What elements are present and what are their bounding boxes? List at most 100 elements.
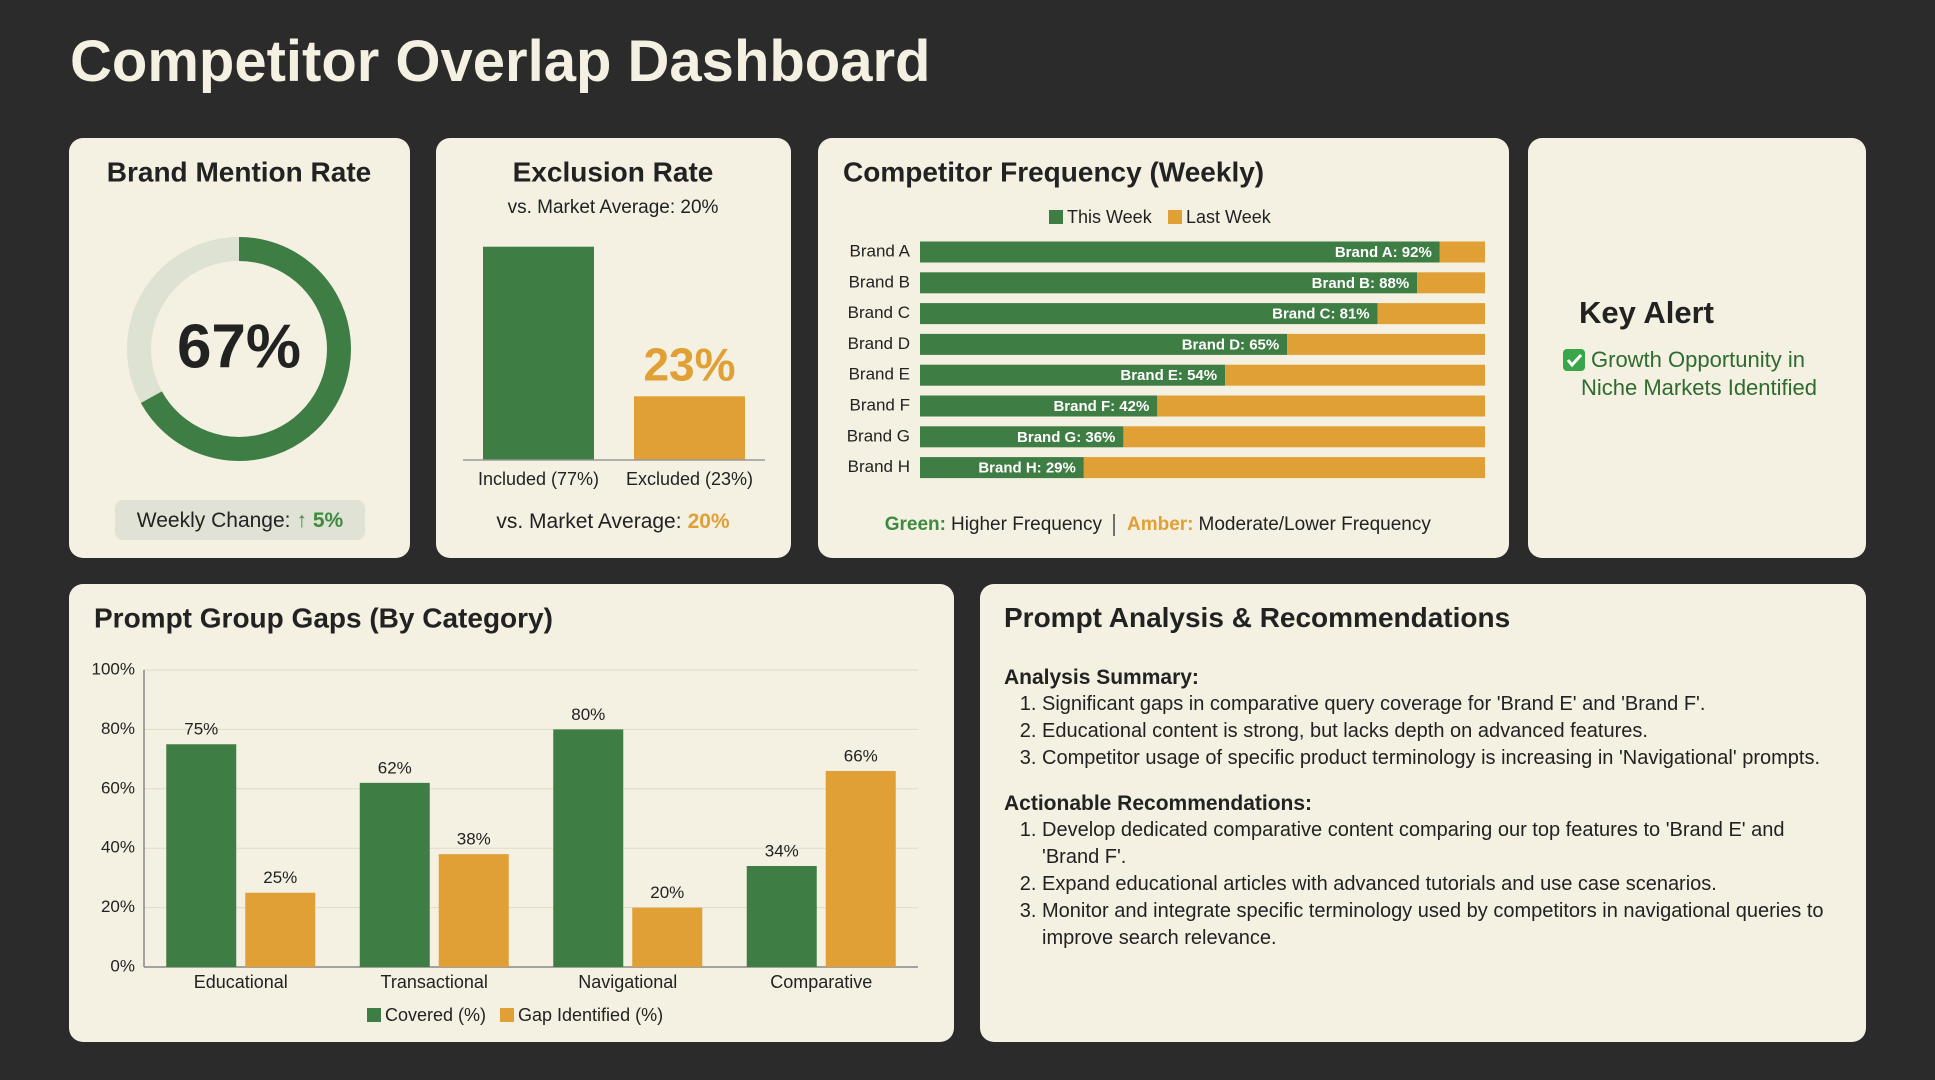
grouped-bar-chart: Prompt Group Gaps (By Category) 0% 20% 40%…	[92, 602, 918, 1025]
value-label: 25%	[263, 868, 297, 887]
value-label: Brand F: 42%	[1053, 398, 1149, 415]
bar-segment	[1287, 333, 1485, 355]
alert: Key Alert Growth Opportunity in Niche Ma…	[1563, 295, 1817, 400]
hbar-chart: Competitor Frequency (Weekly) This Week L…	[843, 156, 1485, 536]
card-title: Competitor Frequency (Weekly)	[843, 156, 1264, 187]
check-mark	[1566, 353, 1583, 368]
card-title: Prompt Group Gaps (By Category)	[94, 602, 553, 633]
bar-segment	[1123, 426, 1485, 448]
legend-swatch	[1168, 210, 1182, 224]
bar-segment	[920, 241, 1440, 263]
bar-segment	[920, 333, 1288, 355]
bar	[438, 854, 509, 967]
change-pill	[115, 500, 365, 540]
value-label: 38%	[457, 830, 491, 849]
bar	[553, 729, 624, 967]
note-text: Moderate/Lower Frequency	[1199, 514, 1432, 535]
value-label: Brand B: 88%	[1312, 275, 1410, 292]
value-label: 62%	[378, 758, 412, 777]
section-list: Develop dedicated comparative content co…	[1004, 817, 1844, 952]
bar	[359, 782, 430, 967]
list-item: Educational content is strong, but lacks…	[1042, 718, 1844, 745]
bar-segment	[920, 426, 1124, 448]
y-tick-label: 60%	[101, 778, 135, 797]
list-item: Develop dedicated comparative content co…	[1042, 817, 1844, 871]
value-label: Brand G: 36%	[1017, 429, 1115, 446]
x-tick-label: Educational	[194, 972, 288, 992]
gauge-arc	[140, 237, 351, 461]
value-label: 66%	[844, 746, 878, 765]
value-label: 80%	[571, 705, 605, 724]
value-label: Brand H: 29%	[978, 460, 1076, 477]
bar-segment	[920, 364, 1226, 386]
legend-swatch	[367, 1008, 381, 1022]
y-tick-label: 100%	[92, 659, 135, 678]
bar-segment	[920, 303, 1378, 325]
value-label: Brand A: 92%	[1335, 244, 1432, 261]
gauge-chart: Brand Mention Rate 67% Weekly Change: ↑ 5%	[107, 156, 371, 540]
section-heading: Analysis Summary:	[1004, 666, 1199, 689]
x-tick-label: Transactional	[381, 972, 488, 992]
y-tick-label: 80%	[101, 719, 135, 738]
category-label: Brand G	[847, 426, 910, 445]
bar-segment	[1377, 303, 1485, 325]
bar-segment	[920, 395, 1158, 417]
note-label: Green:	[885, 514, 946, 535]
alert-title: Key Alert	[1579, 295, 1714, 330]
gaps-card: Prompt Group Gaps (By Category) 0% 20% 40%…	[69, 584, 954, 1042]
note-label: Amber:	[1127, 514, 1194, 535]
bar-segment	[920, 457, 1084, 479]
category-label: Brand H	[848, 457, 910, 476]
footer-label: vs. Market Average:	[496, 510, 681, 533]
y-tick-label: 40%	[101, 838, 135, 857]
value-label: 23%	[643, 338, 735, 390]
dashboard-title: Competitor Overlap Dashboard	[70, 29, 931, 94]
bar	[632, 907, 703, 967]
value-label: 20%	[650, 883, 684, 902]
bar-segment	[1225, 364, 1485, 386]
value-label: Brand C: 81%	[1272, 306, 1370, 323]
list-item: Competitor usage of specific product ter…	[1042, 745, 1844, 772]
section-heading: Actionable Recommendations:	[1004, 792, 1313, 815]
bar-segment	[1083, 457, 1485, 479]
alert-card: Key Alert Growth Opportunity in Niche Ma…	[1528, 138, 1866, 558]
bar	[166, 744, 237, 967]
market-average: vs. Market Average: 20%	[496, 510, 730, 533]
x-tick-label: Comparative	[770, 972, 872, 992]
analysis-body: Analysis Summary:Significant gaps in com…	[1004, 664, 1844, 970]
category-label: Brand C	[848, 303, 910, 322]
legend-label: Gap Identified (%)	[518, 1005, 663, 1025]
section-list: Significant gaps in comparative query co…	[1004, 691, 1844, 772]
exclusion-card: Exclusion Rate vs. Market Average: 20% I…	[436, 138, 791, 558]
bar	[746, 866, 817, 967]
alert-text: Growth Opportunity in	[1591, 347, 1805, 372]
value-label: 75%	[184, 720, 218, 739]
bar-chart: Exclusion Rate vs. Market Average: 20% I…	[463, 156, 765, 533]
alert-text: Niche Markets Identified	[1581, 375, 1817, 400]
y-tick-label: 20%	[101, 897, 135, 916]
bar	[825, 770, 896, 967]
bar-segment	[1439, 241, 1485, 263]
legend-swatch	[1049, 210, 1063, 224]
list-item: Monitor and integrate specific terminolo…	[1042, 898, 1844, 952]
legend-note: Green: Higher Frequency	[885, 514, 1103, 535]
bar	[245, 892, 316, 967]
category-label: Brand D	[848, 334, 910, 353]
value-label: Brand E: 54%	[1120, 367, 1217, 384]
card-title: Exclusion Rate	[513, 156, 714, 187]
legend-note: Amber: Moderate/Lower Frequency	[1127, 514, 1431, 535]
change-value: ↑ 5%	[297, 509, 344, 532]
category-label: Brand B	[849, 272, 910, 291]
bar-segment	[920, 272, 1418, 294]
check-icon	[1563, 349, 1585, 371]
category-label: Included (77%)	[478, 469, 599, 489]
list-item: Expand educational articles with advance…	[1042, 871, 1844, 898]
frequency-card: Competitor Frequency (Weekly) This Week L…	[818, 138, 1509, 558]
value-label: Brand D: 65%	[1182, 336, 1280, 353]
footer-value: 20%	[688, 510, 730, 533]
note-text: Higher Frequency	[951, 514, 1103, 535]
category-label: Brand A	[850, 241, 911, 260]
mention-card: Brand Mention Rate 67% Weekly Change: ↑ 5%	[69, 138, 410, 558]
x-tick-label: Navigational	[578, 972, 677, 992]
